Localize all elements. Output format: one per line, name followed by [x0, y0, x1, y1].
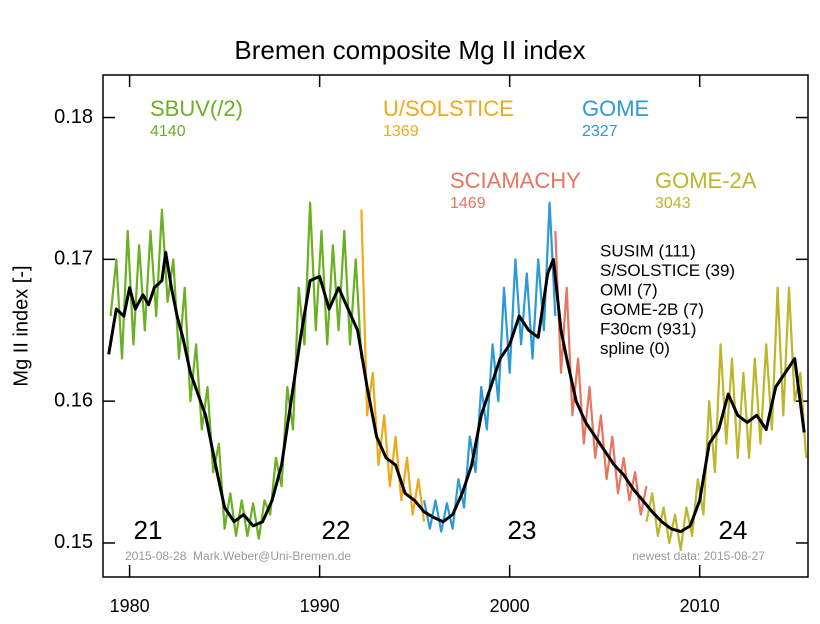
legend-count: 1369 [383, 123, 419, 140]
series-line [360, 209, 426, 522]
y-tick-label: 0.17 [54, 248, 93, 270]
legend-count: 1469 [450, 195, 486, 212]
other-source: SUSIM (111) [600, 241, 696, 260]
footer-right: newest data: 2015-08-27 [632, 549, 765, 563]
other-source: GOME-2B (7) [600, 300, 704, 319]
legend-count: 4140 [150, 123, 186, 140]
smooth-line [107, 250, 806, 534]
legend-name: GOME-2A [655, 168, 757, 193]
cycle-label: 22 [322, 515, 351, 545]
cycle-label: 24 [719, 515, 748, 545]
plot-frame [102, 74, 809, 578]
legend-count: 2327 [582, 123, 618, 140]
y-tick-label: 0.15 [54, 531, 93, 553]
legend-count: 3043 [655, 195, 691, 212]
legend-name: SCIAMACHY [450, 168, 581, 193]
other-source: F30cm (931) [600, 319, 696, 338]
x-tick-label: 2000 [490, 596, 530, 616]
cycle-label: 23 [508, 515, 537, 545]
y-tick-label: 0.16 [54, 389, 93, 411]
series-line [109, 201, 363, 540]
other-source: spline (0) [600, 339, 670, 358]
x-tick-label: 1990 [300, 596, 340, 616]
series-line [423, 201, 557, 533]
cycle-label: 21 [134, 515, 163, 545]
y-tick-label: 0.18 [54, 106, 93, 128]
legend-name: U/SOLSTICE [383, 96, 514, 121]
legend-name: GOME [582, 96, 649, 121]
legend-name: SBUV(/2) [150, 96, 243, 121]
other-source: S/SOLSTICE (39) [600, 261, 735, 280]
y-axis-label: Mg II index [-] [10, 265, 32, 386]
x-tick-label: 2010 [680, 596, 720, 616]
series-line [645, 286, 808, 552]
chart-title: Bremen composite Mg II index [234, 35, 585, 65]
other-source: OMI (7) [600, 280, 658, 299]
footer-left: 2015-08-28 Mark.Weber@Uni-Bremen.de [125, 549, 351, 563]
x-tick-label: 1980 [110, 596, 150, 616]
